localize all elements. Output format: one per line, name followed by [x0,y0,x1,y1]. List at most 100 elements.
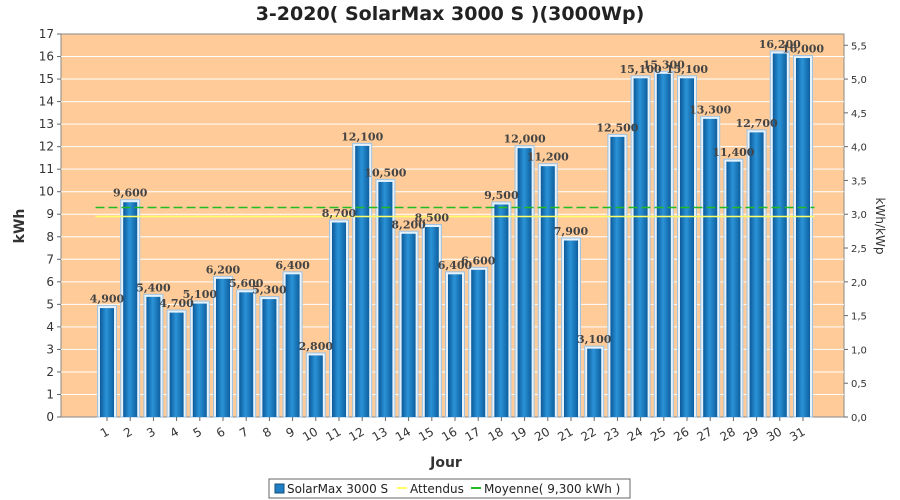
x-tick-label: 20 [532,424,552,444]
legend-label-attendus: Attendus [410,482,464,496]
x-tick-label: 12 [346,424,366,444]
x-tick-label: 6 [214,424,228,440]
y2-axis-ticks: 0,0 0,5 1,0 1,5 2,0 2,5 3,0 3,5 4,0 4,5 5,0 5,5 [844,41,867,424]
data-label: 6,400 [275,259,310,272]
y-tick-label: 14 [39,95,54,109]
chart-title: 3-2020( SolarMax 3000 S )(3000Wp) [256,3,645,25]
y2-tick-label: 4,5 [851,109,867,120]
x-tick-label: 8 [260,424,274,440]
bar [564,240,578,417]
data-label: 15,100 [620,63,662,76]
bar [123,202,138,417]
y-tick-label: 10 [39,185,54,199]
x-tick-label: 3 [144,424,158,440]
x-tick-label: 1 [98,424,112,440]
y-tick-label: 13 [39,117,54,131]
bar [355,145,370,418]
bar [703,118,718,417]
bar [239,292,254,417]
y-tick-label: 16 [39,50,54,64]
bar [749,132,764,417]
x-tick-label: 26 [671,424,691,444]
data-label: 12,500 [596,121,638,134]
data-label: 5,100 [183,288,218,301]
x-tick-label: 7 [237,424,251,440]
bar [262,299,277,417]
x-tick-label: 30 [764,424,784,444]
data-label: 15,100 [666,63,708,76]
data-label: 5,300 [252,284,287,297]
data-label: 4,700 [159,297,194,310]
bar [401,233,416,417]
x-tick-label: 23 [602,424,622,444]
y-tick-label: 9 [46,207,54,221]
y-tick-label: 15 [39,72,54,86]
y-tick-label: 4 [46,320,54,334]
legend-swatch-bar [274,483,285,494]
bar [192,303,207,417]
bar [610,136,625,417]
bar [146,296,161,417]
bar [726,161,741,417]
x-tick-label: 13 [370,424,390,444]
legend-label-moyenne: Moyenne( 9,300 kWh ) [484,482,620,496]
x-tick-label: 29 [741,424,761,444]
y2-tick-label: 2,0 [851,278,867,289]
data-label: 15,300 [643,58,685,71]
x-tick-label: 4 [167,424,181,440]
data-label: 12,100 [341,130,383,143]
data-label: 4,900 [90,293,125,306]
data-label: 11,200 [527,151,569,164]
legend-label-solarmax: SolarMax 3000 S [287,482,388,496]
x-tick-label: 10 [300,424,320,444]
data-label: 9,500 [484,189,519,202]
y2-tick-label: 3,0 [851,210,867,221]
bar [587,348,602,417]
x-tick-label: 31 [787,424,807,444]
x-tick-label: 16 [439,424,459,444]
bar [448,274,462,417]
x-tick-label: 25 [648,424,668,444]
y-tick-label: 2 [46,365,54,379]
y-tick-label: 6 [46,275,54,289]
y2-tick-label: 0,5 [851,379,867,390]
y-tick-label: 11 [39,162,54,176]
data-label: 16,000 [782,43,824,56]
y2-axis-label: kWh/kWp [873,198,887,255]
y2-tick-label: 0,0 [851,413,867,424]
y2-tick-label: 3,5 [851,176,867,187]
y-tick-label: 12 [39,140,54,154]
y-axis-label: kWh [12,209,28,244]
y2-tick-label: 2,5 [851,244,867,255]
x-tick-label: 5 [191,424,205,440]
x-tick-label: 17 [462,424,482,444]
y-tick-label: 5 [46,297,54,311]
y-tick-label: 17 [39,27,54,41]
reference-lines [95,206,815,218]
data-label: 9,600 [113,187,148,200]
y2-tick-label: 5,5 [851,41,867,52]
data-label: 8,200 [391,218,426,231]
bar [169,312,184,417]
y2-tick-label: 4,0 [851,143,867,154]
data-label: 7,900 [554,225,589,238]
bar [424,227,439,417]
bar [633,78,648,418]
bar [540,166,555,417]
data-label: 6,400 [438,259,473,272]
data-label: 11,400 [712,146,754,159]
data-label: 8,700 [322,207,357,220]
y2-tick-label: 1,5 [851,312,867,323]
bar [656,73,671,418]
x-axis-label: Jour [429,455,462,471]
data-label: 5,600 [229,277,264,290]
y-tick-label: 7 [46,252,54,266]
bar [494,204,509,417]
data-label: 2,800 [299,340,334,353]
bar [517,148,532,417]
bar [100,308,114,417]
x-tick-label: 11 [323,424,343,444]
data-label: 3,100 [577,333,612,346]
